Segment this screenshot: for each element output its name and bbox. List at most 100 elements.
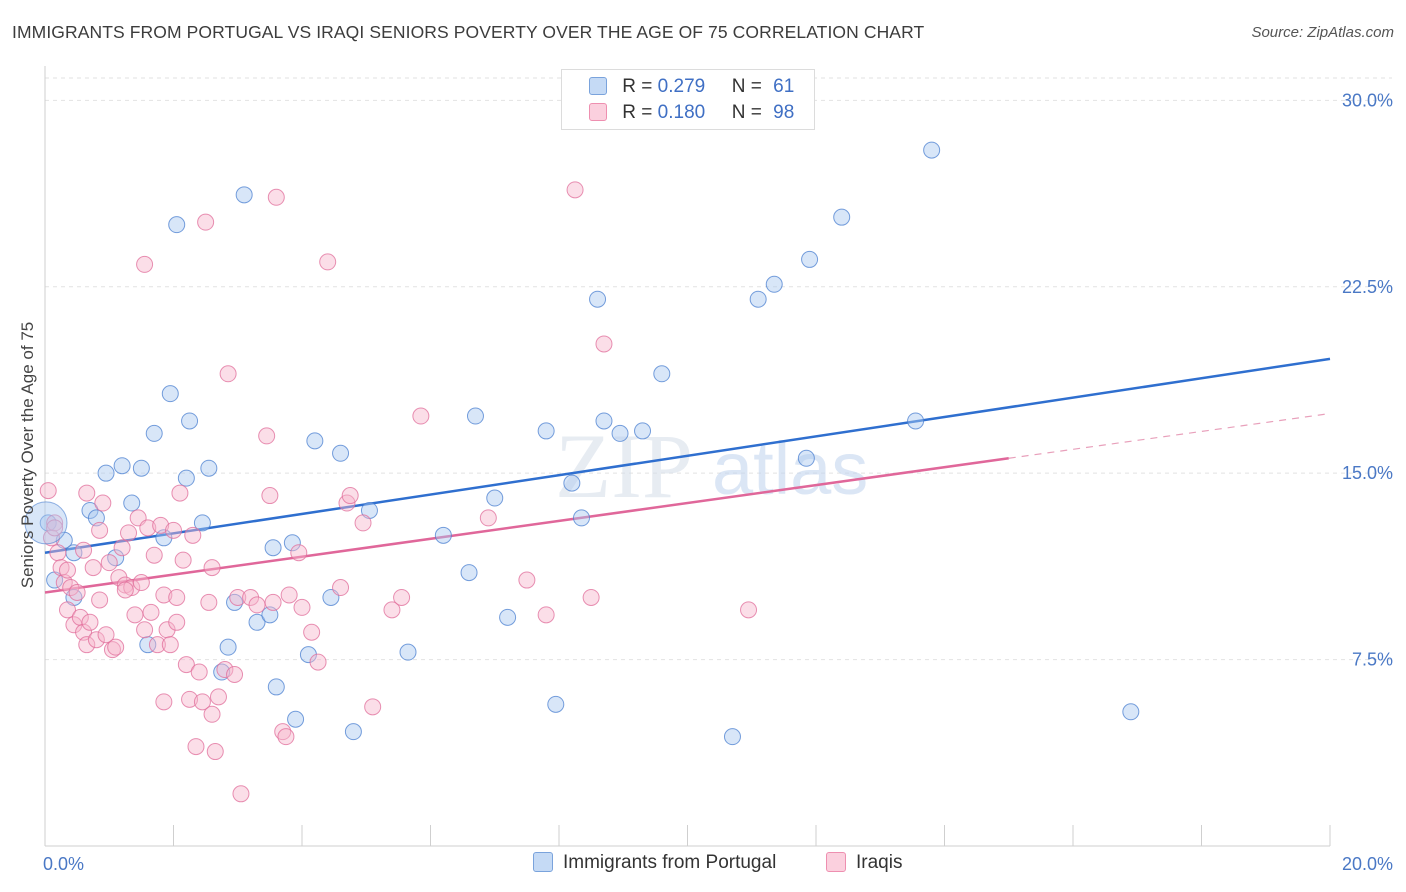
bottom-legend-swatch-portugal xyxy=(533,852,553,872)
point-portugal xyxy=(235,186,253,204)
point-portugal xyxy=(434,526,452,544)
legend-n-value: 98 xyxy=(773,102,795,123)
point-portugal-large xyxy=(24,501,68,545)
point-portugal xyxy=(833,208,851,226)
point-portugal xyxy=(145,424,163,442)
point-iraqis xyxy=(332,579,350,597)
point-portugal xyxy=(499,608,517,626)
point-iraqis xyxy=(293,598,311,616)
point-portugal xyxy=(595,412,613,430)
point-iraqis xyxy=(187,738,205,756)
point-portugal xyxy=(161,385,179,403)
point-iraqis xyxy=(126,606,144,624)
point-iraqis xyxy=(136,621,154,639)
point-iraqis xyxy=(229,588,247,606)
bottom-legend-label: Immigrants from Portugal xyxy=(563,852,777,873)
trend-lines xyxy=(44,357,1331,594)
point-portugal xyxy=(306,432,324,450)
legend-swatch-portugal xyxy=(589,77,607,95)
point-portugal xyxy=(132,459,150,477)
point-iraqis xyxy=(165,521,182,539)
point-portugal xyxy=(723,728,741,746)
y-tick-label: 15.0% xyxy=(1342,463,1393,483)
point-iraqis xyxy=(566,181,584,199)
gridlines xyxy=(45,77,1392,661)
point-portugal xyxy=(287,710,305,728)
point-iraqis xyxy=(81,613,99,631)
point-iraqis xyxy=(116,581,134,599)
point-iraqis xyxy=(190,663,208,681)
legend-row-portugal: R = 0.279 N = 61 xyxy=(589,76,794,100)
trend-line-iraqis-extension xyxy=(1008,412,1331,459)
bottom-legend: Immigrants from Portugal Iraqis xyxy=(0,852,1406,878)
point-portugal xyxy=(765,275,783,293)
point-iraqis xyxy=(46,519,64,537)
point-portugal xyxy=(219,638,237,656)
bottom-legend-swatch-iraqis xyxy=(826,852,846,872)
point-portugal xyxy=(923,141,941,159)
point-iraqis xyxy=(46,514,64,532)
axes xyxy=(44,66,1331,847)
legend-r-value: 0.180 xyxy=(657,102,706,123)
point-iraqis xyxy=(393,588,411,606)
point-iraqis xyxy=(103,641,121,659)
y-axis-label: Seniors Poverty Over the Age of 75 xyxy=(18,322,37,588)
point-portugal xyxy=(264,539,282,557)
point-portugal xyxy=(537,422,555,440)
point-iraqis xyxy=(100,554,118,572)
point-iraqis xyxy=(232,785,250,803)
point-iraqis xyxy=(155,693,173,711)
point-portugal xyxy=(797,449,815,467)
point-iraqis xyxy=(582,588,600,606)
point-portugal xyxy=(589,290,607,308)
point-iraqis xyxy=(309,653,327,671)
legend-row-iraqis: R = 0.180 N = 98 xyxy=(589,102,794,126)
point-iraqis xyxy=(132,574,150,592)
point-iraqis xyxy=(219,365,237,383)
x-tick-label: 20.0% xyxy=(1342,854,1393,874)
point-iraqis xyxy=(280,586,298,604)
point-portugal xyxy=(399,643,417,661)
point-iraqis xyxy=(68,583,86,601)
point-iraqis xyxy=(139,519,157,537)
point-iraqis xyxy=(518,571,536,589)
point-portugal xyxy=(611,424,629,442)
point-iraqis xyxy=(209,688,227,706)
point-iraqis xyxy=(97,626,115,644)
point-iraqis xyxy=(203,559,221,577)
point-iraqis xyxy=(203,705,221,723)
point-iraqis xyxy=(274,723,292,741)
point-iraqis xyxy=(200,593,218,611)
point-portugal xyxy=(283,534,301,552)
point-portugal xyxy=(168,216,186,234)
point-iraqis xyxy=(174,551,192,569)
point-portugal xyxy=(177,469,195,487)
point-iraqis xyxy=(206,743,224,761)
point-portugal xyxy=(344,723,362,741)
point-iraqis xyxy=(113,539,131,557)
point-portugal xyxy=(226,593,244,611)
legend: R = 0.279 N = 61 R = 0.180 N = 98 xyxy=(561,69,815,130)
point-portugal xyxy=(1122,703,1140,721)
point-iraqis xyxy=(181,690,199,708)
point-iraqis xyxy=(264,593,282,611)
point-portugal xyxy=(97,464,115,482)
point-iraqis xyxy=(58,561,76,579)
watermark: ZIP atlas xyxy=(555,415,868,517)
point-portugal xyxy=(332,444,350,462)
point-iraqis xyxy=(155,586,173,604)
point-iraqis xyxy=(58,601,76,619)
point-iraqis xyxy=(216,661,234,679)
point-iraqis xyxy=(290,544,308,562)
point-portugal xyxy=(563,474,581,492)
x-tick-label: 0.0% xyxy=(43,854,84,874)
point-iraqis xyxy=(354,514,372,532)
point-portugal xyxy=(801,250,819,268)
point-portugal xyxy=(572,509,590,527)
point-iraqis xyxy=(258,427,276,445)
point-iraqis xyxy=(595,335,613,353)
point-iraqis xyxy=(277,728,295,746)
trend-line-iraqis xyxy=(44,457,1009,594)
point-iraqis xyxy=(49,544,67,562)
